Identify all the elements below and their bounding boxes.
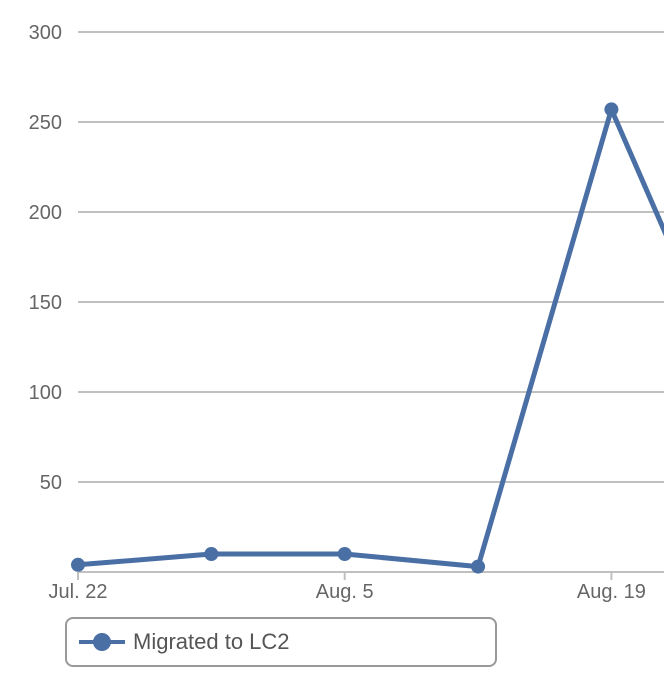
y-tick-label-300: 300 — [29, 22, 62, 44]
legend-label: Migrated to LC2 — [133, 629, 290, 654]
data-point-4 — [604, 102, 619, 117]
series-migrated-to-lc2 — [71, 102, 664, 574]
x-tick-label-2: Aug. 19 — [577, 581, 646, 603]
x-tick-label-1: Aug. 5 — [316, 581, 374, 603]
series-line — [75, 106, 664, 570]
y-tick-label-50: 50 — [40, 472, 62, 494]
data-point-0 — [71, 557, 85, 572]
gridlines — [78, 31, 664, 483]
data-point-1 — [204, 547, 219, 561]
y-tick-label-250: 250 — [29, 112, 62, 134]
x-tick-label-0: Jul. 22 — [49, 581, 108, 603]
y-tick-label-200: 200 — [29, 202, 62, 224]
legend[interactable]: Migrated to LC2 — [65, 617, 497, 667]
data-point-3 — [471, 559, 486, 574]
y-tick-label-100: 100 — [29, 382, 62, 404]
y-tick-label-150: 150 — [29, 292, 62, 314]
y-axis-tick-labels: 50 100 150 200 250 300 — [29, 22, 62, 494]
data-point-2 — [337, 547, 352, 561]
legend-series-marker-icon — [79, 632, 125, 652]
